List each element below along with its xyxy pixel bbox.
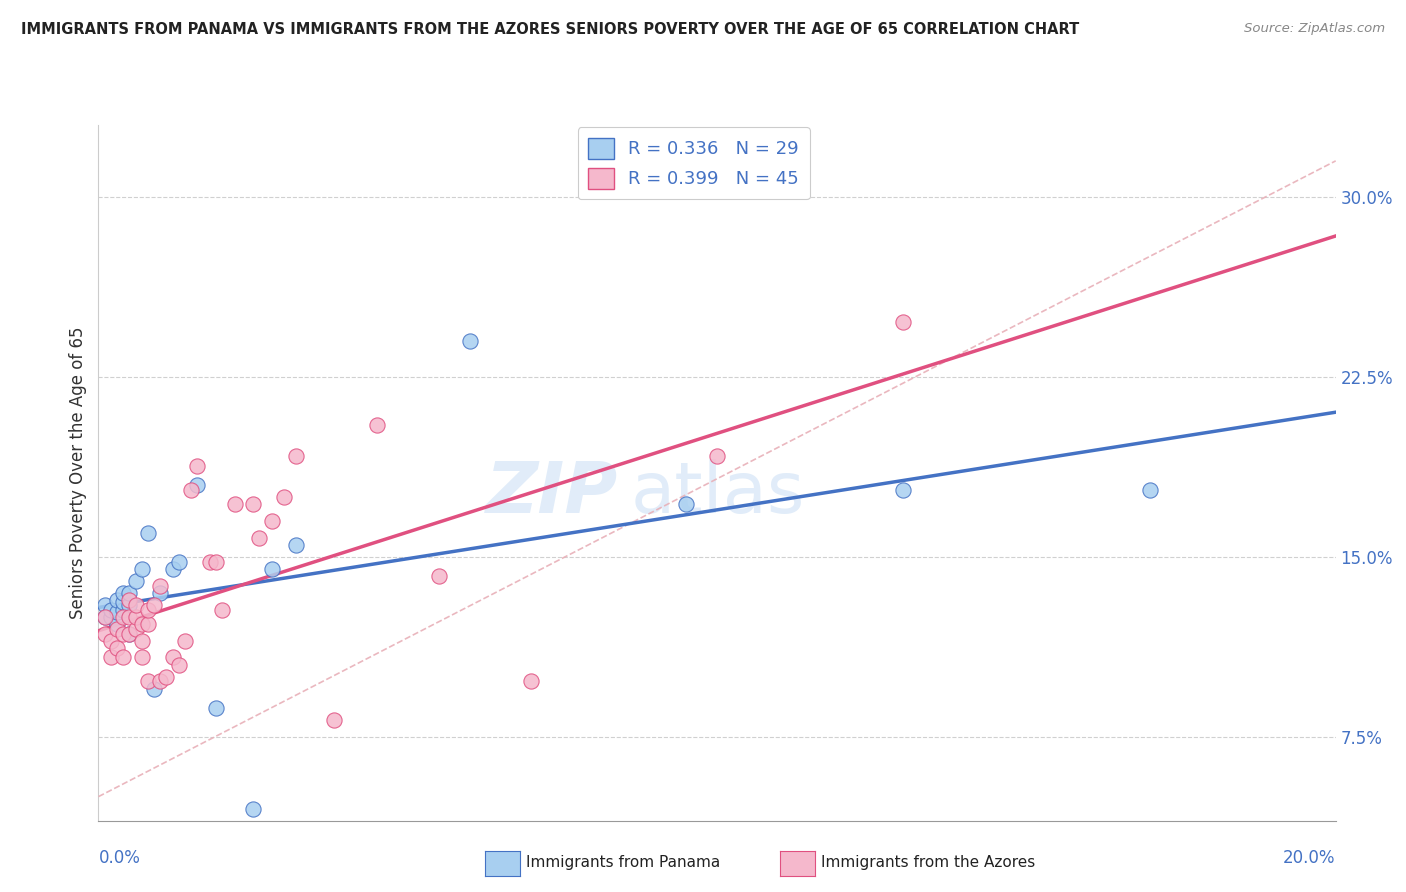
Text: 20.0%: 20.0% <box>1284 849 1336 867</box>
Point <box>105 640 128 655</box>
Point <box>205 555 228 569</box>
Text: Immigrants from the Azores: Immigrants from the Azores <box>821 855 1035 870</box>
Point <box>205 701 228 715</box>
Point <box>112 626 135 640</box>
Point <box>105 605 128 619</box>
Point <box>100 609 122 624</box>
Point <box>273 490 295 504</box>
Point <box>186 477 208 491</box>
Text: Source: ZipAtlas.com: Source: ZipAtlas.com <box>1244 22 1385 36</box>
Point <box>520 674 543 689</box>
Point <box>105 622 128 636</box>
Text: atlas: atlas <box>630 459 804 528</box>
Point <box>162 650 184 665</box>
Point <box>242 802 264 816</box>
Point <box>366 417 388 432</box>
Point <box>112 650 135 665</box>
Point <box>93 609 115 624</box>
Point <box>143 598 166 612</box>
Point <box>162 562 184 576</box>
Point <box>675 497 697 511</box>
Point <box>118 626 141 640</box>
Point <box>124 574 146 588</box>
Point <box>124 598 146 612</box>
Point <box>131 562 153 576</box>
Point <box>260 562 283 576</box>
Point <box>112 609 135 624</box>
Point <box>100 602 122 616</box>
Point <box>124 609 146 624</box>
Point <box>149 578 172 592</box>
Point <box>136 674 159 689</box>
Point <box>93 626 115 640</box>
Point <box>136 616 159 631</box>
Point <box>1139 483 1161 497</box>
Point <box>149 585 172 599</box>
Point <box>100 650 122 665</box>
Point <box>149 674 172 689</box>
Point <box>174 633 197 648</box>
Point <box>93 598 115 612</box>
Point <box>247 531 270 545</box>
Point <box>131 616 153 631</box>
Point <box>124 622 146 636</box>
Text: IMMIGRANTS FROM PANAMA VS IMMIGRANTS FROM THE AZORES SENIORS POVERTY OVER THE AG: IMMIGRANTS FROM PANAMA VS IMMIGRANTS FRO… <box>21 22 1080 37</box>
Point <box>260 514 283 528</box>
Point <box>136 525 159 540</box>
Point <box>118 598 141 612</box>
Point <box>131 633 153 648</box>
Point <box>105 593 128 607</box>
Point <box>100 633 122 648</box>
Point <box>167 555 190 569</box>
Point <box>180 483 202 497</box>
Point <box>112 602 135 616</box>
Point <box>322 713 344 727</box>
Point <box>112 595 135 609</box>
Point <box>706 449 728 463</box>
Point <box>285 449 308 463</box>
Point <box>105 616 128 631</box>
Point <box>112 585 135 599</box>
Point <box>458 334 481 348</box>
Point <box>155 670 177 684</box>
Point <box>211 602 233 616</box>
Point <box>167 657 190 672</box>
Legend: R = 0.336   N = 29, R = 0.399   N = 45: R = 0.336 N = 29, R = 0.399 N = 45 <box>578 127 810 199</box>
Point <box>118 593 141 607</box>
Y-axis label: Seniors Poverty Over the Age of 65: Seniors Poverty Over the Age of 65 <box>69 326 87 619</box>
Point <box>118 585 141 599</box>
Point <box>198 555 221 569</box>
Point <box>118 609 141 624</box>
Point <box>242 497 264 511</box>
Point <box>118 626 141 640</box>
Text: Immigrants from Panama: Immigrants from Panama <box>526 855 720 870</box>
Point <box>136 602 159 616</box>
Point <box>891 483 914 497</box>
Point <box>224 497 246 511</box>
Point <box>143 681 166 696</box>
Point <box>891 315 914 329</box>
Point <box>427 569 450 583</box>
Point <box>93 609 115 624</box>
Text: 0.0%: 0.0% <box>98 849 141 867</box>
Text: ZIP: ZIP <box>486 459 619 528</box>
Point <box>285 538 308 552</box>
Point <box>131 650 153 665</box>
Point <box>186 458 208 473</box>
